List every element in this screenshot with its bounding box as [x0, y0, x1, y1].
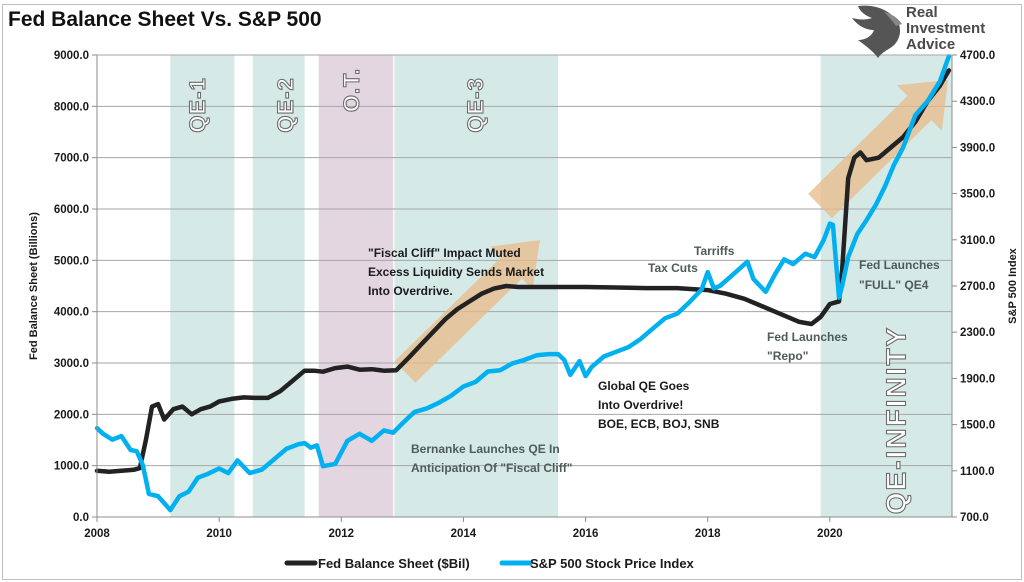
series-line-sp500 — [94, 53, 952, 513]
y-tick-label: 2000.0 — [54, 409, 89, 421]
shaded-region-qe-1 — [170, 55, 235, 517]
logo-line-2: Investment — [906, 20, 985, 37]
logo-line-3: Advice — [906, 36, 955, 53]
trend-arrows — [394, 80, 948, 383]
region-label-o-t-: O.T. — [339, 68, 364, 112]
legend-label-sp500: S&P 500 Stock Price Index — [530, 556, 695, 571]
region-label-qe-1: QE-1 — [185, 77, 210, 132]
y2-tick-label: 4300.0 — [960, 96, 995, 108]
logo-line-1: Real — [906, 4, 938, 21]
shaded-region-qe-2 — [252, 55, 305, 517]
region-label-qe-3: QE-3 — [463, 77, 488, 132]
y-tick-label: 3000.0 — [54, 358, 89, 370]
region-label-qe-infinity: QE-INFINITY — [880, 326, 911, 514]
y-tick-label: 9000.0 — [54, 50, 89, 62]
y-tick-label: 1000.0 — [54, 461, 89, 473]
legend-label-fed: Fed Balance Sheet ($Bil) — [318, 556, 470, 571]
y2-tick-label: 3500.0 — [960, 189, 995, 201]
logo: Real Investment Advice — [852, 4, 985, 59]
y2-tick-label: 700.0 — [960, 512, 989, 524]
y2-axis-label: S&P 500 Index — [1007, 247, 1019, 323]
chart-title: Fed Balance Sheet Vs. S&P 500 — [8, 8, 322, 31]
y-tick-label: 0.0 — [73, 512, 89, 524]
eagle-icon — [852, 5, 902, 59]
y2-tick-label: 3100.0 — [960, 235, 995, 247]
y2-tick-label: 1100.0 — [960, 466, 995, 478]
x-tick-label: 2014 — [451, 528, 477, 540]
y-tick-label: 6000.0 — [54, 204, 89, 216]
annotation-bernanke: Bernanke Launches QE In — [411, 442, 560, 456]
annotation-global-qe: Global QE Goes — [598, 379, 690, 393]
y2-tick-label: 2300.0 — [960, 327, 995, 339]
y-tick-label: 8000.0 — [54, 101, 89, 113]
y2-tick-label: 2700.0 — [960, 281, 995, 293]
series-lines — [94, 53, 952, 513]
annotation-global-qe: BOE, ECB, BOJ, SNB — [598, 417, 720, 431]
y2-tick-label: 1500.0 — [960, 420, 995, 432]
series-line-fed-balance-sheet — [94, 68, 952, 475]
annotation-qe4: Fed Launches — [859, 258, 940, 272]
annotation-tariffs: Tarriffs — [694, 244, 735, 258]
annotation-repo: Fed Launches — [767, 330, 848, 344]
annotation-tax-cuts: Tax Cuts — [648, 261, 698, 275]
x-tick-label: 2012 — [328, 528, 354, 540]
axes: 0.0 1000.0 2000.0 3000.0 4000.0 5000.0 6000.0 7… — [54, 50, 995, 540]
annotation-bernanke: Anticipation Of "Fiscal Cliff" — [411, 461, 572, 475]
y2-tick-label: 3900.0 — [960, 142, 995, 154]
x-tick-label: 2020 — [817, 528, 843, 540]
gridlines — [97, 54, 952, 467]
region-label-qe-2: QE-2 — [273, 77, 298, 132]
annotation-fiscal-cliff: Into Overdrive. — [368, 284, 453, 298]
annotation-global-qe: Into Overdrive! — [598, 398, 683, 412]
annotations: "Fiscal Cliff" Impact Muted Excess Liquid… — [368, 244, 940, 475]
shaded-region-o-t- — [318, 55, 394, 517]
y-axis-label: Fed Balance Sheet (Billions) — [28, 212, 40, 360]
x-tick-label: 2010 — [206, 528, 232, 540]
y-tick-label: 5000.0 — [54, 255, 89, 267]
region-labels: QE-1 QE-2 O.T. QE-3 QE-INFINITY — [184, 67, 912, 514]
annotation-fiscal-cliff: "Fiscal Cliff" Impact Muted — [368, 246, 521, 260]
x-tick-label: 2008 — [84, 528, 110, 540]
legend: Fed Balance Sheet ($Bil) S&P 500 Stock P… — [284, 556, 695, 571]
y-tick-label: 7000.0 — [54, 153, 89, 165]
trend-arrow-qe3 — [394, 240, 540, 383]
annotation-repo: "Repo" — [767, 349, 808, 363]
y2-tick-label: 1900.0 — [960, 373, 995, 385]
x-tick-label: 2018 — [695, 528, 721, 540]
trend-arrow-qe4 — [808, 80, 948, 219]
y-tick-label: 4000.0 — [54, 307, 89, 319]
x-tick-label: 2016 — [573, 528, 599, 540]
annotation-qe4: "FULL" QE4 — [859, 278, 929, 292]
y2-tick-label: 4700.0 — [960, 50, 995, 62]
annotation-fiscal-cliff: Excess Liquidity Sends Market — [368, 265, 544, 279]
